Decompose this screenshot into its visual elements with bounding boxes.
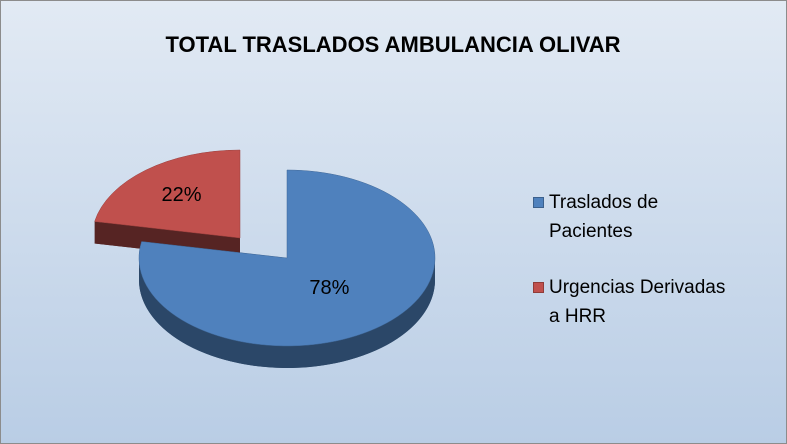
slice (94, 149, 241, 239)
slice (138, 169, 436, 347)
legend-swatch (533, 282, 544, 293)
legend-label: Urgencias Derivadas a HRR (549, 277, 726, 327)
legend-entry: Traslados de Pacientes (533, 188, 733, 246)
slice-side (139, 258, 435, 368)
legend-swatch (533, 197, 544, 208)
chart-title: TOTAL TRASLADOS AMBULANCIA OLIVAR (165, 32, 620, 57)
data-label: 78% (309, 277, 349, 299)
data-label: 22% (161, 184, 201, 206)
legend-entry: Urgencias Derivadas a HRR (533, 273, 733, 331)
legend-label: Traslados de Pacientes (549, 192, 659, 242)
